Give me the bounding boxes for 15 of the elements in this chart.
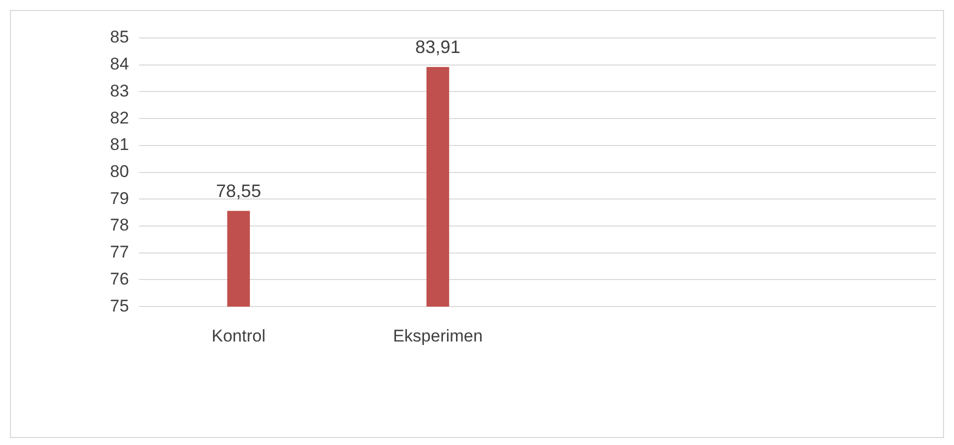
y-tick-label: 75 <box>110 296 129 316</box>
y-tick-label: 83 <box>110 81 129 100</box>
y-tick-label: 84 <box>110 54 129 74</box>
y-tick-label: 80 <box>110 162 129 181</box>
x-tick-label: Kontrol <box>212 326 266 346</box>
y-tick-label: 82 <box>110 108 129 128</box>
y-tick-label: 79 <box>110 188 129 208</box>
data-label: 83,91 <box>415 37 460 58</box>
y-tick-label: 76 <box>110 269 129 288</box>
y-tick-label: 78 <box>110 216 129 235</box>
data-label: 78,55 <box>216 181 262 202</box>
x-tick-label: Eksperimen <box>392 326 483 346</box>
y-tick-label: 81 <box>110 135 129 154</box>
y-tick-label: 85 <box>110 28 129 47</box>
y-tick-label: 77 <box>110 242 129 262</box>
